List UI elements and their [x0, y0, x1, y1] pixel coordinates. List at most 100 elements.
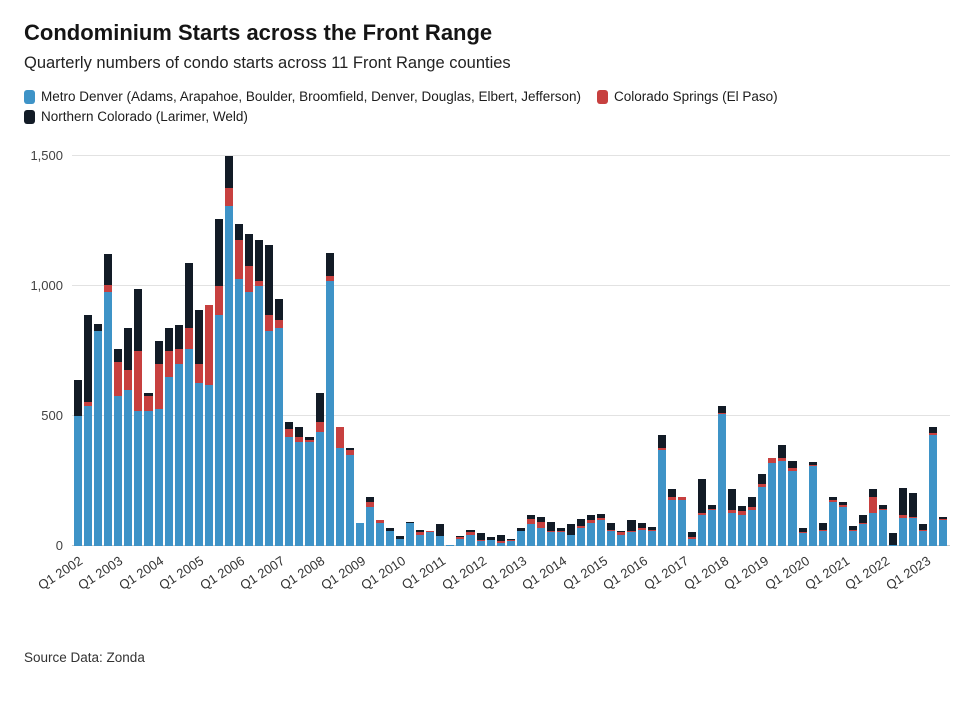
bar-q4-2022[interactable] [909, 493, 918, 547]
bar-q4-2014[interactable] [587, 515, 596, 547]
bar-q1-2017[interactable] [677, 497, 686, 547]
bar-q3-2004[interactable] [174, 325, 183, 547]
bar-q1-2012[interactable] [476, 533, 485, 547]
bar-q3-2005[interactable] [214, 218, 223, 547]
bar-q2-2008[interactable] [325, 252, 334, 547]
bar-q3-2023[interactable] [939, 516, 948, 547]
northern-colorado-segment [798, 528, 807, 533]
bar-q4-2013[interactable] [546, 521, 555, 547]
bar-q4-2015[interactable] [627, 520, 636, 547]
bar-q1-2006[interactable] [235, 224, 244, 547]
bar-q2-2019[interactable] [768, 458, 777, 547]
bar-q4-2011[interactable] [466, 529, 475, 547]
bar-q4-2007[interactable] [305, 437, 314, 547]
bar-q2-2015[interactable] [607, 523, 616, 547]
bar-q1-2009[interactable] [355, 523, 364, 547]
bar-q3-2022[interactable] [899, 487, 908, 547]
bar-q2-2020[interactable] [808, 461, 817, 547]
bar-q1-2015[interactable] [597, 513, 606, 547]
bar-q4-2008[interactable] [345, 447, 354, 547]
bar-q1-2004[interactable] [154, 341, 163, 547]
bar-q3-2007[interactable] [295, 426, 304, 547]
colorado-springs-segment [456, 537, 465, 539]
bar-q3-2015[interactable] [617, 530, 626, 547]
northern-colorado-segment [868, 489, 877, 497]
bar-q2-2023[interactable] [929, 426, 938, 547]
bar-q4-2006[interactable] [265, 244, 274, 547]
bar-q4-2018[interactable] [748, 497, 757, 547]
colorado-springs-segment [808, 464, 817, 466]
bar-q3-2010[interactable] [416, 529, 425, 547]
legend-item-northern-colorado: Northern Colorado (Larimer, Weld) [24, 109, 248, 124]
bar-q4-2020[interactable] [828, 497, 837, 547]
bar-q1-2013[interactable] [516, 528, 525, 547]
bar-q2-2007[interactable] [285, 421, 294, 547]
bar-q3-2011[interactable] [456, 536, 465, 547]
bar-q4-2010[interactable] [426, 530, 435, 547]
bar-q3-2003[interactable] [134, 289, 143, 547]
bar-q2-2022[interactable] [889, 533, 898, 547]
bar-q4-2019[interactable] [788, 460, 797, 547]
bar-q2-2014[interactable] [567, 524, 576, 547]
bar-q1-2003[interactable] [114, 348, 123, 547]
bar-q1-2005[interactable] [194, 309, 203, 547]
bar-q1-2020[interactable] [798, 528, 807, 547]
legend-item-colorado-springs: Colorado Springs (El Paso) [597, 89, 778, 104]
bar-q1-2019[interactable] [758, 473, 767, 547]
bar-q1-2007[interactable] [275, 299, 284, 547]
bar-q2-2018[interactable] [728, 489, 737, 547]
bar-q2-2009[interactable] [365, 497, 374, 547]
bar-q3-2021[interactable] [858, 515, 867, 547]
bar-q3-2008[interactable] [335, 426, 344, 547]
bar-q3-2012[interactable] [496, 534, 505, 547]
bar-q3-2019[interactable] [778, 445, 787, 547]
bar-q1-2016[interactable] [637, 523, 646, 547]
bar-q1-2002[interactable] [74, 380, 83, 547]
bar-q3-2017[interactable] [697, 478, 706, 547]
bar-q2-2021[interactable] [848, 525, 857, 547]
bar-q4-2009[interactable] [385, 528, 394, 547]
bar-q4-2002[interactable] [104, 253, 113, 547]
bar-q3-2002[interactable] [94, 324, 103, 547]
bar-q2-2011[interactable] [446, 545, 455, 547]
bar-q4-2012[interactable] [506, 538, 515, 547]
metro-denver-segment [84, 406, 93, 547]
bar-q3-2013[interactable] [536, 516, 545, 547]
bar-q1-2014[interactable] [557, 528, 566, 547]
bar-q2-2006[interactable] [245, 234, 254, 547]
bar-q2-2017[interactable] [687, 532, 696, 547]
bar-q1-2021[interactable] [838, 502, 847, 547]
bar-q4-2021[interactable] [868, 489, 877, 547]
colorado-springs-segment [868, 497, 877, 513]
bar-q3-2016[interactable] [657, 434, 666, 547]
bar-q4-2016[interactable] [667, 489, 676, 547]
x-axis-tick-label: Q1 2022 [842, 553, 893, 594]
colorado-springs-segment [506, 539, 515, 542]
bar-q2-2002[interactable] [84, 315, 93, 547]
bar-q2-2010[interactable] [406, 521, 415, 547]
bar-q2-2004[interactable] [164, 328, 173, 547]
bar-q1-2010[interactable] [396, 536, 405, 547]
gridline [72, 285, 950, 287]
bar-q3-2020[interactable] [818, 523, 827, 547]
bar-q1-2023[interactable] [919, 524, 928, 547]
bar-q1-2018[interactable] [718, 406, 727, 547]
bar-q3-2009[interactable] [375, 520, 384, 547]
bar-q1-2011[interactable] [436, 524, 445, 547]
bar-q4-2017[interactable] [707, 504, 716, 547]
bar-q1-2008[interactable] [315, 393, 324, 547]
bar-q4-2005[interactable] [224, 156, 233, 547]
bar-q2-2013[interactable] [526, 515, 535, 547]
bar-q1-2022[interactable] [879, 504, 888, 547]
bar-q2-2016[interactable] [647, 526, 656, 547]
bar-q3-2014[interactable] [577, 519, 586, 547]
bar-q4-2003[interactable] [144, 393, 153, 547]
bar-q3-2006[interactable] [255, 239, 264, 547]
bar-q2-2003[interactable] [124, 328, 133, 547]
bar-q4-2004[interactable] [184, 263, 193, 547]
bar-q3-2018[interactable] [738, 506, 747, 547]
northern-colorado-segment [939, 516, 948, 520]
bar-q2-2012[interactable] [486, 537, 495, 547]
metro-denver-segment [74, 416, 83, 547]
bar-q2-2005[interactable] [204, 304, 213, 547]
